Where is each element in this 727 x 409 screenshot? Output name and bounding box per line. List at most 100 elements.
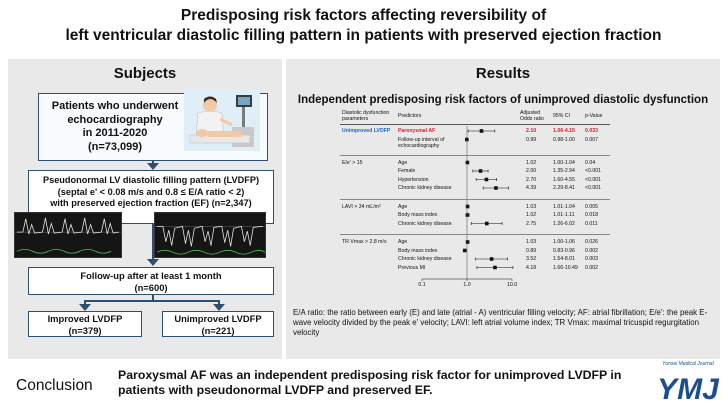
- ci-value: 1.60-4.55: [553, 176, 575, 183]
- predictor-label: Chronic kidney disease: [398, 185, 452, 191]
- odds-ratio-point: [462, 248, 467, 253]
- p-value: 0.003: [585, 256, 598, 262]
- patients-line-1: Patients who underwent: [51, 100, 179, 112]
- improved-line-1: Improved LVDFP: [47, 313, 123, 324]
- unimproved-line-2: (n=221): [201, 324, 235, 336]
- conclusion-text: Paroxysmal AF was an independent predisp…: [118, 368, 622, 397]
- connector-stem: [152, 295, 154, 301]
- odds-ratio-point: [465, 160, 470, 165]
- p-value: <0.001: [585, 176, 602, 183]
- predictor-label: Age: [398, 203, 408, 210]
- x-axis-tick-label: 0.1: [418, 282, 426, 288]
- odds-ratio-value: 1.03: [526, 203, 537, 210]
- ci-value: 1.66-10.49: [553, 264, 578, 271]
- odds-ratio-point: [465, 204, 470, 209]
- odds-ratio-value: 0.89: [526, 247, 537, 254]
- group-divider: [340, 198, 610, 199]
- odds-ratio-value: 2.70: [526, 176, 537, 183]
- odds-ratio-value: 1.02: [526, 212, 537, 218]
- group-label: LAVI > 34 mL/m²: [342, 203, 381, 210]
- patients-line-3: in 2011-2020: [82, 127, 148, 139]
- predictor-label: Age: [398, 239, 408, 245]
- p-value: 0.007: [585, 136, 598, 143]
- lvdfp-line-1: Pseudonormal LV diastolic filling patter…: [42, 175, 260, 185]
- predictor-label: Female: [398, 168, 416, 174]
- header-parameters: Diastolic dysfunction parameters: [342, 110, 390, 122]
- journal-name: Yonsei Medical Journal: [662, 361, 714, 367]
- ci-value: 1.00-1.04: [553, 159, 575, 166]
- followup-box: Follow-up after at least 1 month (n=600): [28, 267, 274, 295]
- odds-ratio-value: 4.18: [526, 264, 537, 271]
- ci-value: 0.83-0.96: [553, 247, 575, 254]
- ci-value: 1.26-6.02: [553, 220, 575, 227]
- odds-ratio-value: 0.99: [526, 136, 537, 143]
- patients-line-2: echocardiography: [67, 113, 163, 126]
- p-value: <0.001: [585, 168, 602, 174]
- odds-ratio-point: [493, 265, 497, 270]
- odds-ratio-value: 2.10: [526, 128, 537, 134]
- results-subtitle: Independent predisposing risk factors of…: [297, 94, 709, 106]
- predictor-label: Follow-up interval of echocardiography: [398, 136, 445, 149]
- ci-value: 1.35-2.94: [553, 168, 575, 174]
- ci-value: 0.98-1.00: [553, 136, 575, 143]
- connector-stem: [84, 300, 86, 305]
- header-predictors: Predictors: [398, 113, 422, 119]
- followup-line-2: (n=600): [134, 282, 168, 293]
- page-title: Predisposing risk factors affecting reve…: [0, 6, 727, 46]
- arrow-down-icon: [79, 304, 91, 311]
- odds-ratio-point: [478, 169, 483, 173]
- p-value: 0.011: [585, 220, 598, 227]
- header-ci: 95% CI: [553, 113, 571, 119]
- connector-stem: [152, 161, 154, 164]
- results-panel: Results Independent predisposing risk fa…: [286, 59, 720, 359]
- echocardiography-illustration-icon: [184, 89, 260, 151]
- ymj-logo: Yonsei Medical Journal YMJ: [652, 361, 724, 406]
- odds-ratio-point: [465, 240, 470, 244]
- improved-line-2: (n=379): [68, 324, 102, 336]
- group-label: TR Vmax > 2.8 m/s: [342, 239, 387, 245]
- ci-value: 1.54-8.01: [553, 256, 575, 262]
- predictor-label: Age: [398, 159, 408, 166]
- odds-ratio-point: [465, 213, 470, 217]
- predictor-label: Chronic kidney disease: [398, 220, 452, 227]
- x-axis-tick-label: 10.0: [507, 282, 518, 288]
- odds-ratio-point: [479, 129, 484, 133]
- title-line-2: left ventricular diastolic filling patte…: [65, 27, 662, 44]
- subjects-heading: Subjects: [113, 65, 177, 82]
- odds-ratio-point: [484, 221, 489, 226]
- doppler-waveform-right-image: [154, 212, 266, 258]
- abbreviations-note: E/A ratio: the ratio between early (E) a…: [293, 308, 708, 337]
- doppler-waveform-left-image: [14, 212, 122, 258]
- results-heading: Results: [475, 65, 531, 82]
- odds-ratio-point: [489, 257, 494, 261]
- odds-ratio-value: 1.03: [526, 239, 537, 245]
- predictor-label: Body mass index: [398, 212, 438, 218]
- p-value: 0.033: [585, 128, 598, 134]
- arrow-down-icon: [147, 259, 159, 266]
- improved-lvdfp-box: Improved LVDFP (n=379): [28, 311, 142, 337]
- p-value: 0.018: [585, 212, 598, 218]
- predictor-label: Previous MI: [398, 264, 426, 271]
- followup-line-1: Follow-up after at least 1 month: [80, 270, 222, 281]
- odds-ratio-value: 3.52: [526, 256, 537, 262]
- odds-ratio-value: 2.00: [526, 168, 537, 174]
- odds-ratio-value: 2.75: [526, 220, 537, 227]
- lvdfp-line-2: (septal e' < 0.08 m/s and 0.8 ≤ E/A rati…: [57, 186, 245, 197]
- unimproved-line-1: Unimproved LVDFP: [174, 313, 262, 324]
- connector-stem: [218, 300, 220, 305]
- logo-mark-text: YMJ: [657, 373, 720, 406]
- subjects-panel: Subjects Patients who underwent echocard…: [8, 59, 282, 359]
- ymj-logo-mark-icon: YMJ: [657, 373, 720, 406]
- connector-branch: [84, 300, 220, 302]
- arrow-down-icon: [213, 304, 225, 311]
- p-value: <0.001: [585, 185, 602, 191]
- title-line-1: Predisposing risk factors affecting reve…: [180, 7, 547, 24]
- p-value: 0.04: [585, 159, 596, 166]
- p-value: 0.002: [585, 264, 598, 271]
- conclusion-label: Conclusion: [16, 377, 93, 394]
- forest-plot-table: Diastolic dysfunction parameters Predicto…: [340, 110, 710, 310]
- group-divider: [340, 234, 610, 235]
- header-p-value: p-Value: [585, 113, 603, 119]
- predictor-label: Hypertension: [398, 176, 429, 183]
- predictor-label: Paroxysmal AF: [398, 128, 436, 134]
